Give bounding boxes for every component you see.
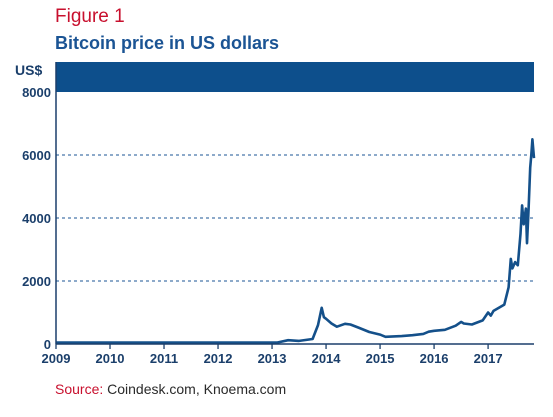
chart-top-band	[56, 62, 534, 92]
x-tick-label-2014: 2014	[312, 351, 342, 366]
y-tick-label-6000: 6000	[22, 148, 51, 163]
source-text: Coindesk.com, Knoema.com	[107, 381, 287, 397]
y-tick-layer: 0 2000 4000 6000 8000	[22, 85, 51, 352]
x-tick-label-2012: 2012	[204, 351, 233, 366]
grid-layer	[56, 154, 534, 282]
y-tick-label-0: 0	[44, 337, 51, 352]
x-tick-label-2015: 2015	[366, 351, 395, 366]
x-tick-layer: 2009 2010 2011 2012 2013 2014 2015 2016 2017	[42, 344, 503, 366]
x-tick-label-2009: 2009	[42, 351, 71, 366]
x-tick-label-2011: 2011	[150, 351, 178, 366]
source-label: Source:	[55, 381, 104, 397]
x-tick-label-2017: 2017	[474, 351, 503, 366]
x-tick-label-2013: 2013	[258, 351, 287, 366]
y-tick-label-2000: 2000	[22, 274, 51, 289]
figure-label: Figure 1	[55, 6, 125, 27]
x-tick-label-2010: 2010	[96, 351, 125, 366]
x-tick-label-2016: 2016	[420, 351, 449, 366]
y-tick-label-8000: 8000	[22, 85, 51, 100]
y-tick-label-4000: 4000	[22, 211, 51, 226]
source-note: Source: Coindesk.com, Knoema.com	[55, 381, 286, 397]
series-line-bitcoin-price	[56, 138, 536, 344]
chart-title: Bitcoin price in US dollars	[55, 33, 280, 53]
y-axis-unit: US$	[15, 62, 43, 78]
